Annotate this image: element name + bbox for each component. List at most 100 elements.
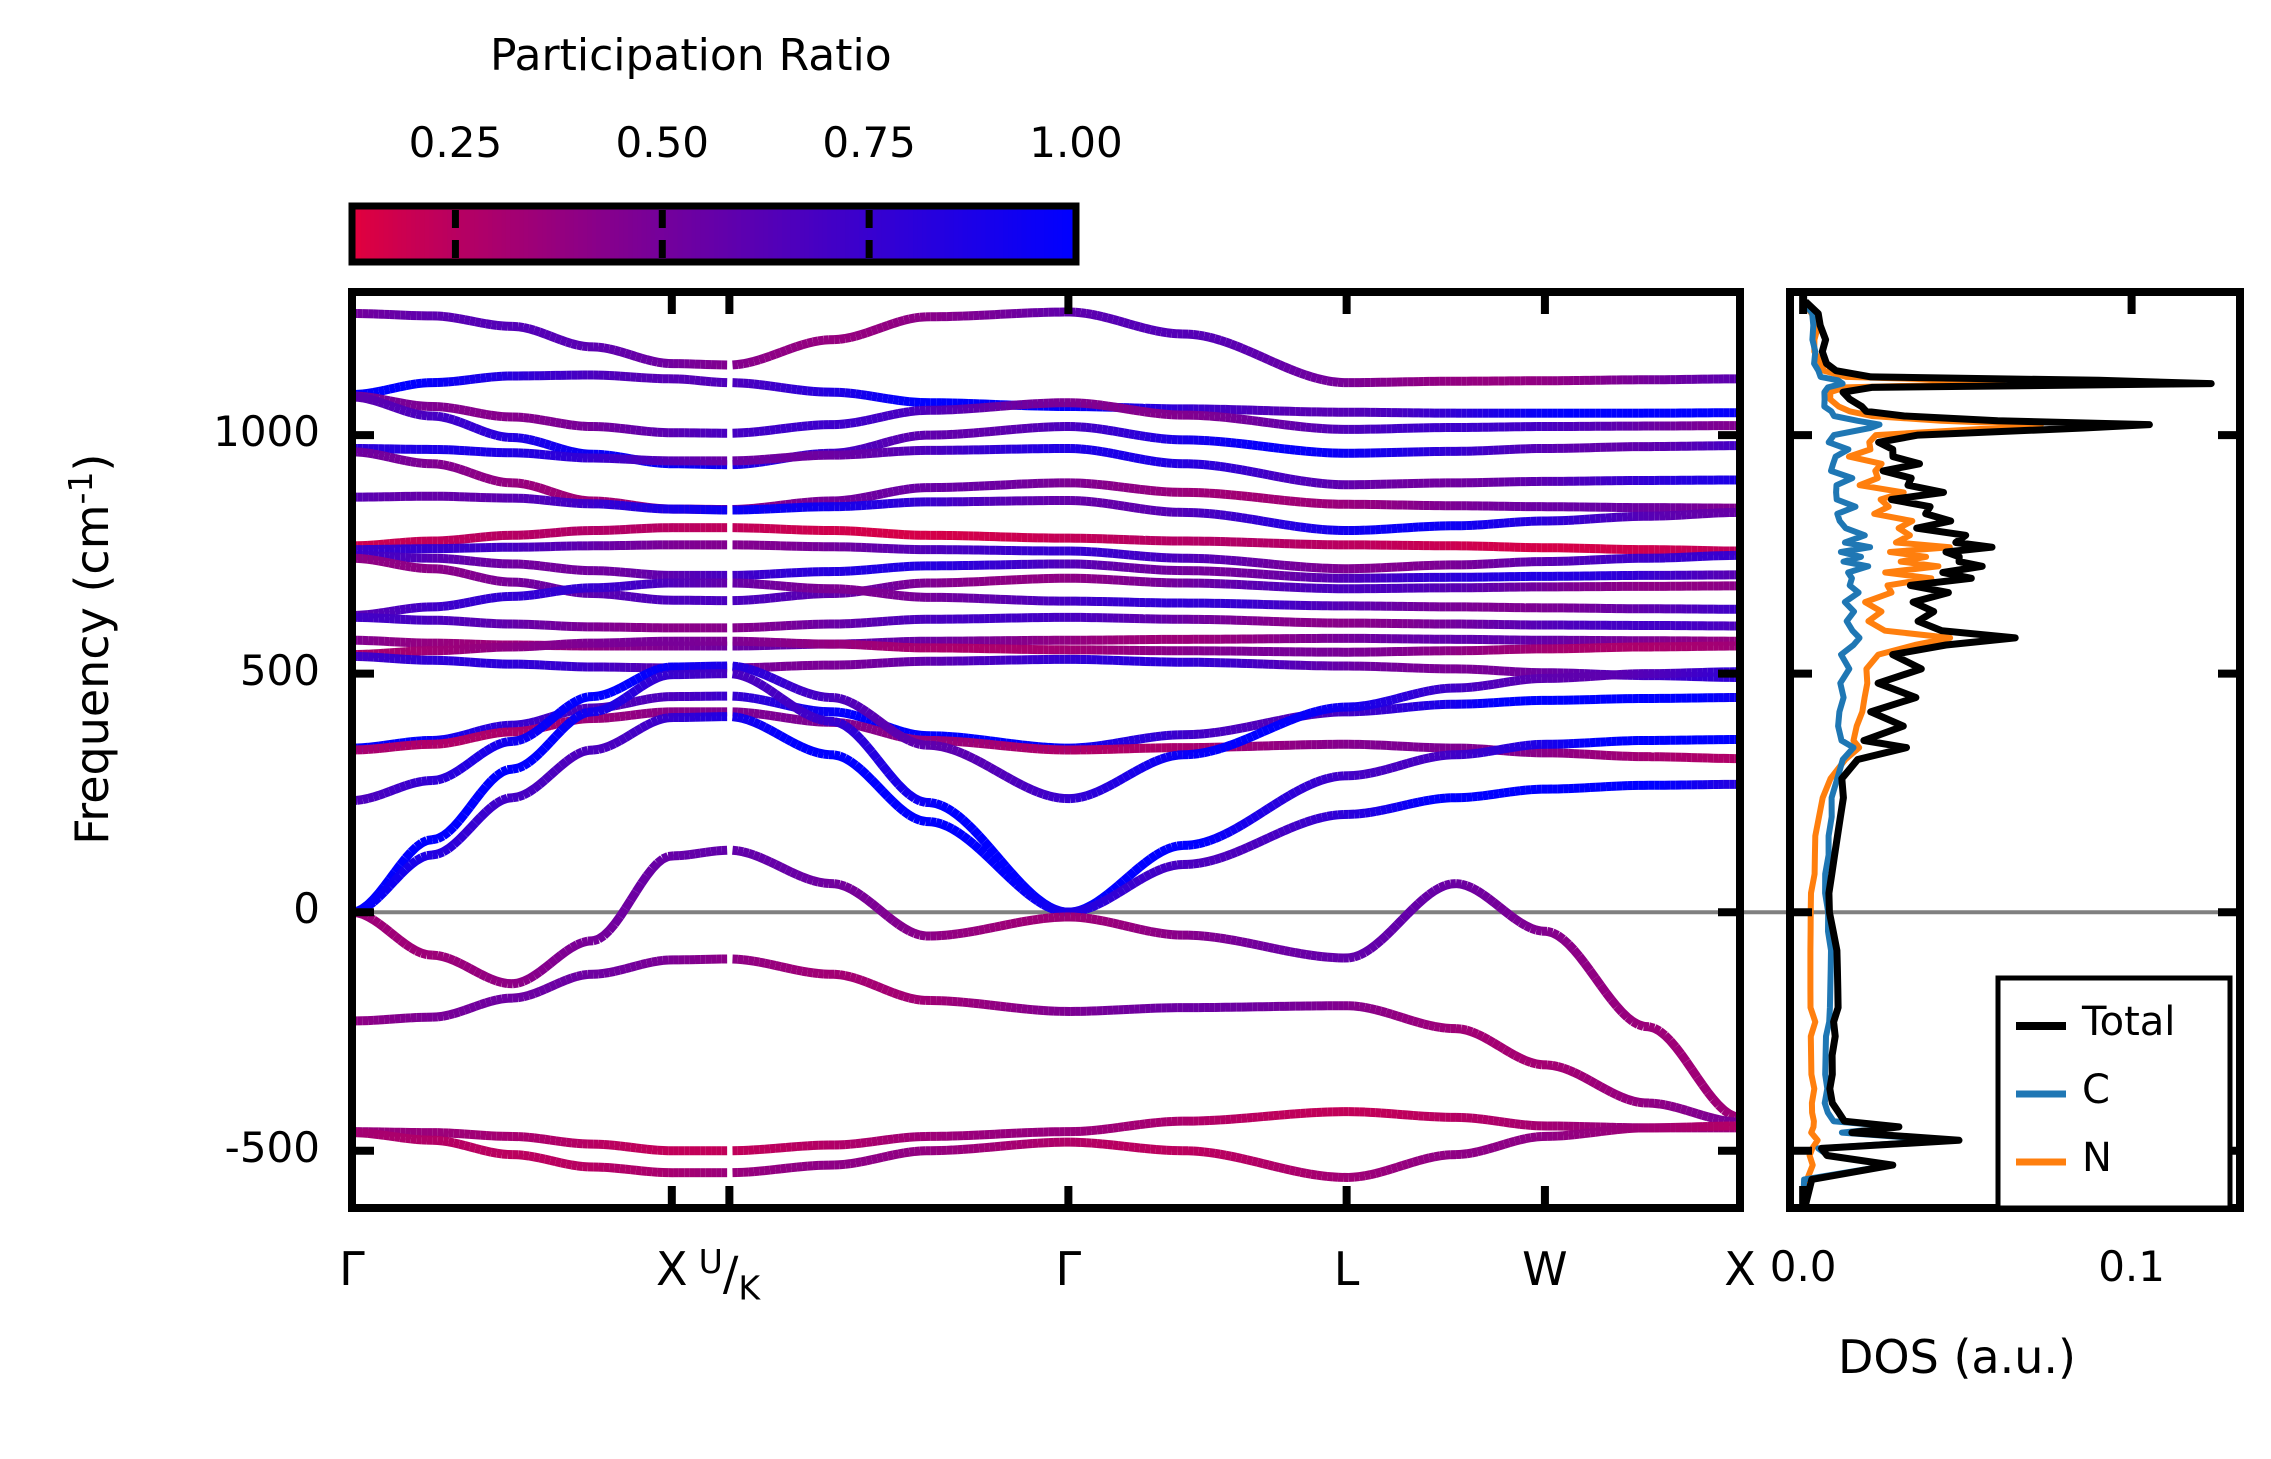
band-segment [518,327,523,328]
band-segment [1102,787,1107,790]
band-segment [786,388,791,389]
band-segment [459,766,464,770]
band-segment [1092,314,1097,315]
band-segment [765,598,770,599]
band-segment [432,780,437,781]
band-segment [1145,764,1150,767]
band-segment [861,395,866,396]
band-segment [893,731,898,735]
band-segment [609,594,614,595]
band-segment [899,400,904,401]
band-segment [1290,450,1295,451]
band-segment [770,598,775,599]
band-segment [647,360,652,361]
band-segment [379,455,384,456]
band-segment [850,499,855,500]
band-segment [781,717,786,718]
band-segment [486,598,491,599]
band-segment [556,338,561,340]
band-segment [400,609,405,610]
band-segment [808,693,813,695]
band-segment [1156,331,1161,332]
band-segment [1145,490,1150,491]
band-segment [1274,476,1279,477]
band-segment [400,460,405,461]
band-segment [899,413,904,414]
band-segment [395,402,400,403]
band-segment [1108,318,1113,319]
band-segment [1242,419,1247,420]
band-segment [1258,473,1263,474]
band-segment [1236,741,1241,743]
band-segment [1333,707,1338,708]
band-segment [1236,495,1241,496]
band-segment [1161,736,1166,737]
band-segment [615,688,620,691]
band-segment [834,698,839,699]
band-segment [481,537,486,538]
band-segment [631,506,636,507]
band-segment [497,732,502,733]
band-segment [475,474,480,476]
band-segment [572,452,577,453]
band-segment [550,336,555,338]
band-segment [775,429,780,430]
band-segment [770,430,775,431]
band-segment [909,318,914,319]
band-segment [422,781,427,782]
band-segment [759,714,764,715]
colorbar [352,206,1077,262]
band-segment [491,480,496,481]
band-segment [1258,421,1263,422]
band-segment [861,420,866,421]
band-segment [556,456,561,457]
band-segment [1145,509,1150,510]
band-segment [497,435,502,436]
band-segment [641,598,646,599]
band-segment [1199,335,1204,336]
band-segment [443,316,448,317]
band-segment [1086,449,1091,450]
band-segment [791,347,796,349]
band-segment [1247,444,1252,445]
band-segment [620,595,625,596]
band-segment [545,421,550,422]
band-segment [1317,483,1322,484]
band-segment [363,398,368,399]
band-segment [791,427,796,428]
band-segment [786,428,791,429]
band-segment [995,770,1000,773]
band-segment [1129,740,1134,741]
band-segment [1102,452,1107,453]
band-segment [416,405,421,406]
band-segment [877,443,882,445]
band-segment [625,429,630,430]
band-segment [1134,458,1139,459]
band-segment [604,348,609,349]
band-segment [1102,405,1107,406]
band-segment [1215,749,1220,751]
band-segment [545,586,550,587]
band-segment [990,744,995,745]
band-segment [1220,340,1225,342]
band-segment [384,612,389,613]
band-segment [1129,488,1134,489]
band-segment [1263,357,1268,359]
band-segment [1108,453,1113,454]
band-segment [497,581,502,582]
band-segment [1151,413,1156,414]
band-segment [1081,313,1086,314]
band-segment [984,764,989,767]
band-segment [749,698,754,699]
band-segment [941,747,946,748]
band-segment [475,730,480,731]
band-segment [465,739,470,740]
band-segment [390,789,395,791]
band-segment [448,773,453,776]
band-segment [459,319,464,320]
band-segment [1102,429,1107,430]
band-segment [486,748,491,751]
band-segment [373,391,378,392]
band-segment [448,418,453,420]
band-segment [888,594,893,595]
